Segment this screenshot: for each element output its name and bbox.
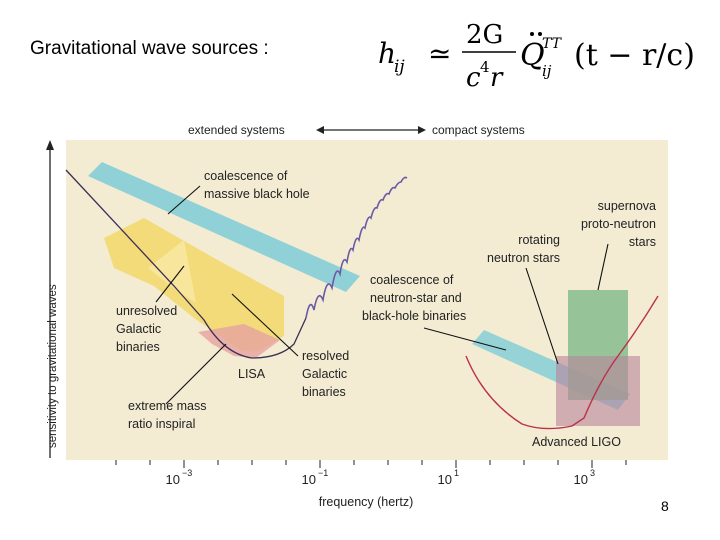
label-ns-bh-1: coalescence of bbox=[370, 273, 454, 287]
label-ns-bh-3: black-hole binaries bbox=[362, 309, 466, 323]
formula-relation: ≃ bbox=[428, 37, 451, 70]
slide-title: Gravitational wave sources : bbox=[30, 38, 269, 59]
label-emri-2: ratio inspiral bbox=[128, 417, 195, 431]
formula-q: Q bbox=[520, 38, 545, 73]
label-resolved-3: binaries bbox=[302, 385, 346, 399]
label-ligo: Advanced LIGO bbox=[532, 435, 621, 449]
double-arrow-icon bbox=[316, 126, 426, 134]
label-rotating-ns-2: neutron stars bbox=[487, 251, 560, 265]
formula-lhs-sub: ij bbox=[394, 57, 405, 77]
x-tick-4-base: 10 bbox=[574, 472, 588, 487]
y-axis-label: sensitivity to gravitational waves bbox=[47, 284, 59, 448]
label-unresolved-2: Galactic bbox=[116, 322, 161, 336]
formula-numerator: 2G bbox=[466, 20, 503, 50]
formula-denominator-base: c bbox=[466, 63, 481, 93]
x-tick-3-base: 10 bbox=[438, 472, 452, 487]
x-tick-4-exp: 3 bbox=[590, 468, 595, 478]
supernova-box bbox=[556, 356, 640, 426]
formula-denominator-exp: 4 bbox=[480, 58, 490, 76]
label-massive-bh-2: massive black hole bbox=[204, 187, 310, 201]
x-axis-label: frequency (hertz) bbox=[319, 495, 413, 509]
label-supernova-1: supernova bbox=[598, 199, 656, 213]
label-unresolved-3: binaries bbox=[116, 340, 160, 354]
pointer-lines bbox=[155, 185, 609, 405]
header-extended: extended systems bbox=[188, 123, 285, 137]
label-emri-1: extreme mass bbox=[128, 399, 207, 413]
x-tick-2-exp: −1 bbox=[318, 468, 328, 478]
x-tick-2-base: 10 bbox=[302, 472, 316, 487]
label-rotating-ns-1: rotating bbox=[518, 233, 560, 247]
y-axis bbox=[46, 140, 54, 458]
page-number: 8 bbox=[661, 498, 669, 514]
gw-formula: h ij ≃ 2G c 4 r Q TT ij (t − r/c) bbox=[378, 20, 695, 93]
label-resolved-1: resolved bbox=[302, 349, 349, 363]
formula-lhs: h bbox=[378, 37, 396, 70]
x-axis-ticks bbox=[115, 460, 627, 468]
formula-q-sub: ij bbox=[542, 62, 552, 80]
label-massive-bh-1: coalescence of bbox=[204, 169, 288, 183]
formula-denominator-tail: r bbox=[490, 63, 504, 93]
x-tick-1-exp: −3 bbox=[182, 468, 192, 478]
ligo-sensitivity-curve bbox=[465, 295, 659, 430]
x-tick-1-base: 10 bbox=[166, 472, 180, 487]
formula-argument: (t − r/c) bbox=[574, 38, 695, 73]
formula-q-sup: TT bbox=[542, 36, 563, 52]
massive-bh-band bbox=[88, 162, 360, 292]
emri-region bbox=[198, 324, 280, 358]
mbh-waveform bbox=[305, 176, 408, 319]
x-tick-3-exp: 1 bbox=[454, 468, 459, 478]
lisa-sensitivity-curve bbox=[65, 169, 307, 359]
label-supernova-2: proto-neutron bbox=[581, 217, 656, 231]
galactic-binaries-region bbox=[104, 218, 284, 352]
label-resolved-2: Galactic bbox=[302, 367, 347, 381]
gw-sources-figure: extended systems compact systems sensiti… bbox=[44, 118, 668, 512]
label-supernova-3: stars bbox=[629, 235, 656, 249]
label-lisa: LISA bbox=[238, 367, 266, 381]
header-compact: compact systems bbox=[432, 123, 525, 137]
label-ns-bh-2: neutron-star and bbox=[370, 291, 462, 305]
label-unresolved-1: unresolved bbox=[116, 304, 177, 318]
